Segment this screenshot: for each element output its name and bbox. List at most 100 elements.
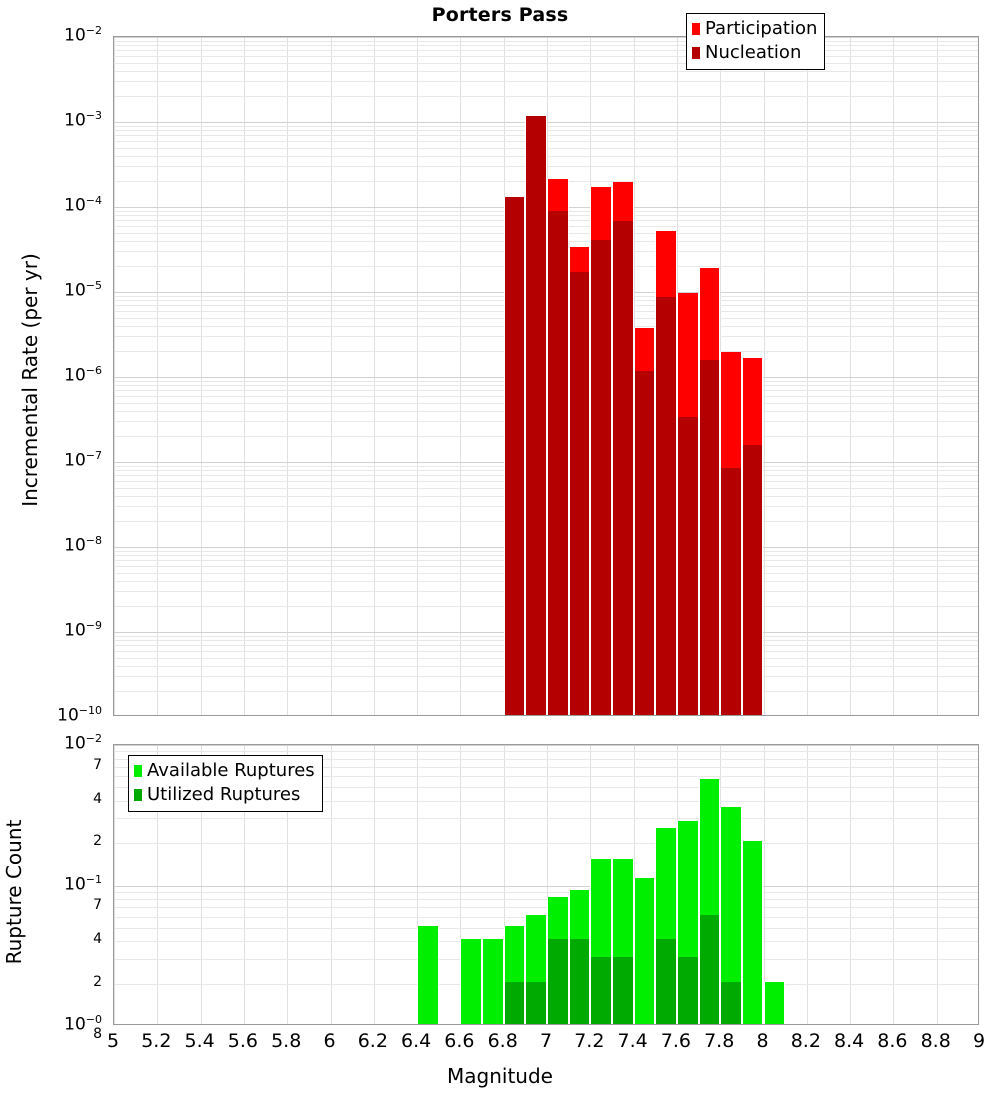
bar-segment-nucleation [633, 371, 656, 715]
bar [611, 745, 634, 1024]
bar-segment-available-ruptures [633, 877, 656, 1024]
gridline-vertical [114, 37, 115, 715]
bar-segment-nucleation [547, 210, 569, 715]
x-axis-tick-label: 8.4 [833, 1030, 865, 1052]
x-axis-tick-label: 8.2 [790, 1030, 821, 1052]
y-axis-tick-label: 10−6 [64, 364, 102, 386]
gridline-vertical [503, 745, 505, 1024]
bar-segment-utilized-ruptures [720, 981, 742, 1024]
lower-y-axis-label: Rupture Count [2, 819, 26, 965]
gridline-vertical [287, 745, 289, 1024]
bar [525, 745, 547, 1024]
bar [568, 37, 591, 715]
gridline-vertical [850, 37, 852, 715]
gridline-vertical [763, 37, 765, 715]
bar-segment-nucleation [720, 468, 742, 715]
gridline-vertical [417, 745, 419, 1024]
y-axis-tick-label: 7 [93, 897, 102, 914]
bar-segment-available-ruptures [741, 841, 764, 1024]
legend-swatch-icon [692, 47, 700, 59]
gridline-vertical [330, 745, 332, 1024]
gridline-vertical [330, 37, 332, 715]
gridline-horizontal [114, 787, 978, 789]
y-axis-tick-label: 10−5 [64, 279, 102, 301]
gridline-vertical [243, 37, 245, 715]
bar [720, 745, 742, 1024]
bar-segment-available-ruptures [482, 939, 504, 1024]
legend-label: Available Ruptures [147, 760, 315, 781]
x-axis-tick-label: 7 [539, 1030, 553, 1052]
bar [741, 37, 764, 715]
x-axis-tick-label: 5.6 [227, 1030, 258, 1052]
lower-legend: Available Ruptures Utilized Ruptures [128, 755, 323, 812]
bar [720, 37, 742, 715]
gridline-horizontal [114, 885, 978, 887]
bar [655, 37, 677, 715]
bar [525, 37, 547, 715]
x-axis-tick-label: 8.8 [920, 1030, 951, 1052]
bar [503, 745, 526, 1024]
gridline-horizontal [114, 745, 978, 746]
gridline-horizontal [114, 45, 978, 47]
bar [633, 745, 656, 1024]
x-axis-tick-label: 6.8 [487, 1030, 518, 1052]
gridline-horizontal [114, 81, 978, 83]
y-axis-tick-label: 10−8 [64, 534, 102, 556]
bar-segment-nucleation [698, 360, 721, 715]
gridline-vertical [936, 745, 938, 1024]
page-title: Porters Pass [431, 4, 569, 26]
bar-segment-utilized-ruptures [503, 981, 526, 1024]
gridline-vertical [850, 745, 852, 1024]
gridline-horizontal [114, 766, 978, 768]
bar [741, 745, 764, 1024]
gridline-vertical [200, 745, 202, 1024]
gridline-horizontal [114, 40, 978, 42]
legend-label: Nucleation [705, 42, 802, 63]
bar [547, 745, 569, 1024]
y-axis-tick-label: 10−4 [64, 194, 102, 216]
y-axis-tick-label: 7 [93, 756, 102, 773]
gridline-horizontal [114, 70, 978, 72]
gridline-horizontal [114, 96, 978, 98]
x-axis-tick-label: 6.6 [444, 1030, 475, 1052]
bar [482, 745, 504, 1024]
gridline-horizontal [114, 758, 978, 760]
bar-segment-available-ruptures [417, 925, 439, 1024]
y-axis-tick-label: 10−10 [57, 704, 102, 726]
bar-segment-nucleation [503, 196, 526, 715]
gridline-horizontal [114, 37, 978, 38]
y-axis-tick-label: 4 [93, 790, 102, 807]
bar [763, 745, 786, 1024]
bar-segment-available-ruptures [763, 981, 786, 1024]
x-axis-label: Magnitude [447, 1064, 553, 1088]
bar-segment-available-ruptures [460, 939, 483, 1024]
gridline-vertical [893, 745, 895, 1024]
gridline-vertical [114, 745, 115, 1024]
bar [676, 37, 699, 715]
gridline-vertical [936, 37, 938, 715]
bar-segment-nucleation [611, 220, 634, 715]
bar [698, 37, 721, 715]
bar [611, 37, 634, 715]
x-axis-tick-label: 6.4 [400, 1030, 432, 1052]
gridline-vertical [373, 37, 375, 715]
gridline-vertical [806, 745, 808, 1024]
upper-legend: Participation Nucleation [686, 13, 826, 70]
x-axis-tick-label: 7.8 [704, 1030, 735, 1052]
x-axis-tick-label: 6 [323, 1030, 336, 1052]
gridline-vertical [763, 745, 765, 1024]
upper-y-axis-ticks: 10−2 10−3 10−4 10−5 10−6 10−7 10−8 10−9 10−10 [0, 0, 108, 760]
bar [417, 745, 439, 1024]
gridline-vertical [243, 745, 245, 1024]
gridline-horizontal [114, 55, 978, 57]
x-axis-tick-label: 5.4 [184, 1030, 215, 1052]
bar-segment-nucleation [655, 297, 677, 715]
bar [460, 745, 483, 1024]
bar-segment-utilized-ruptures [655, 939, 677, 1024]
legend-item: Nucleation [692, 41, 817, 65]
y-axis-tick-label: 2 [93, 973, 102, 990]
y-axis-tick-label: 10−7 [64, 449, 102, 471]
bar [590, 37, 612, 715]
legend-item: Available Ruptures [134, 759, 315, 783]
bar [698, 745, 721, 1024]
